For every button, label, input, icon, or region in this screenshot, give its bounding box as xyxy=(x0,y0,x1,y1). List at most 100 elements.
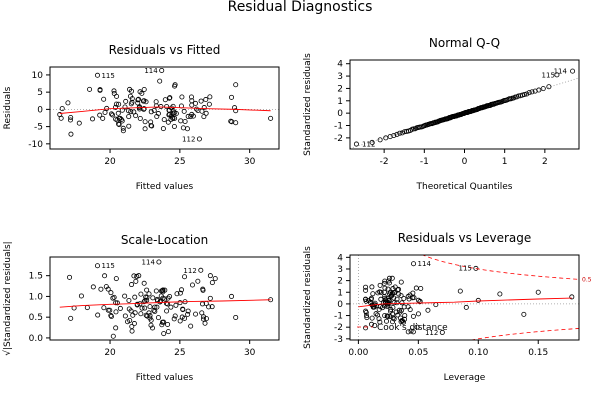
data-point xyxy=(115,110,121,116)
data-point xyxy=(399,317,405,323)
data-point xyxy=(58,115,64,121)
y-tick-label: 1 xyxy=(337,97,343,107)
data-point xyxy=(209,280,215,286)
data-point xyxy=(154,296,160,302)
data-point xyxy=(414,324,420,330)
data-point xyxy=(165,321,171,327)
data-point xyxy=(172,313,178,319)
data-point xyxy=(369,284,375,290)
data-point xyxy=(113,276,119,282)
data-point xyxy=(171,124,177,130)
x-tick-label: 0.00 xyxy=(348,348,368,358)
data-point xyxy=(363,308,369,314)
data-point xyxy=(401,304,407,310)
data-point xyxy=(159,67,165,73)
data-point xyxy=(201,114,207,120)
y-tick-label: 10 xyxy=(32,71,44,81)
data-point xyxy=(116,122,122,128)
data-point xyxy=(353,141,359,147)
data-point xyxy=(177,290,183,296)
panel-scale-location: Scale-Location Fitted values √|Standardize… xyxy=(2,233,280,383)
y-axis-label: Standardized residuals xyxy=(303,246,313,349)
data-point xyxy=(102,109,108,115)
y-tick-label: 2 xyxy=(337,277,343,287)
data-point xyxy=(405,329,411,335)
data-point xyxy=(155,315,161,321)
cooks-distance-contour xyxy=(421,255,579,280)
x-tick-label: 20 xyxy=(104,157,116,167)
data-point xyxy=(439,329,445,335)
plot-frame xyxy=(349,59,580,150)
data-point xyxy=(154,304,160,310)
data-point xyxy=(101,96,107,102)
data-point xyxy=(406,296,412,302)
data-point xyxy=(94,263,100,269)
smooth-line xyxy=(358,297,572,308)
data-point xyxy=(108,314,114,320)
data-point xyxy=(380,300,386,306)
data-point xyxy=(388,306,394,312)
data-point xyxy=(188,323,194,329)
data-point xyxy=(206,101,212,107)
data-point xyxy=(385,314,391,320)
y-tick-label: -3 xyxy=(334,335,343,345)
plot-area xyxy=(350,68,579,149)
data-point xyxy=(199,108,205,114)
data-point xyxy=(382,313,388,319)
data-point xyxy=(161,331,167,337)
data-point xyxy=(113,116,119,122)
data-point xyxy=(100,115,106,121)
y-tick-label: 0.0 xyxy=(29,334,44,344)
data-point xyxy=(141,86,147,92)
data-point xyxy=(233,120,239,126)
data-point xyxy=(383,318,389,324)
data-point xyxy=(383,135,389,141)
data-point xyxy=(463,304,469,310)
data-point xyxy=(98,286,104,292)
data-point xyxy=(190,113,196,119)
data-point xyxy=(108,290,114,296)
point-id-label: 112 xyxy=(362,141,375,149)
data-point xyxy=(166,95,172,101)
x-tick-label: 2 xyxy=(542,157,548,167)
data-point xyxy=(377,304,383,310)
data-point xyxy=(207,94,213,100)
data-point xyxy=(425,307,431,313)
data-point xyxy=(162,97,168,103)
data-point xyxy=(147,313,153,319)
data-point xyxy=(122,104,128,110)
data-point xyxy=(136,104,142,110)
data-point xyxy=(113,309,119,315)
data-point xyxy=(546,84,552,90)
x-axis-label: Fitted values xyxy=(136,373,194,383)
data-point xyxy=(178,118,184,124)
y-tick-label: 3 xyxy=(337,265,343,275)
data-point xyxy=(168,117,174,123)
y-tick-label: -2 xyxy=(334,323,343,333)
data-point xyxy=(165,119,171,125)
data-point xyxy=(407,307,413,313)
data-point xyxy=(193,311,199,317)
x-tick-label: 25 xyxy=(174,157,185,167)
data-point xyxy=(126,297,132,303)
data-point xyxy=(188,114,194,120)
x-tick-label: 0 xyxy=(462,157,468,167)
data-point xyxy=(382,285,388,291)
smooth-line xyxy=(59,299,271,308)
data-point xyxy=(401,295,407,301)
point-id-label: 115 xyxy=(101,72,114,80)
data-point xyxy=(364,315,370,321)
y-tick-label: 3 xyxy=(337,72,343,82)
data-point xyxy=(126,114,132,120)
data-point xyxy=(389,293,395,299)
plot-frame xyxy=(349,254,580,341)
data-point xyxy=(199,310,205,316)
plot-area xyxy=(59,259,274,339)
y-tick-label: -2 xyxy=(334,134,343,144)
data-point xyxy=(363,287,369,293)
data-point xyxy=(150,295,156,301)
data-point xyxy=(114,93,120,99)
y-axis-label: Standardized residuals xyxy=(303,53,313,156)
data-point xyxy=(410,313,416,319)
data-point xyxy=(131,109,137,115)
